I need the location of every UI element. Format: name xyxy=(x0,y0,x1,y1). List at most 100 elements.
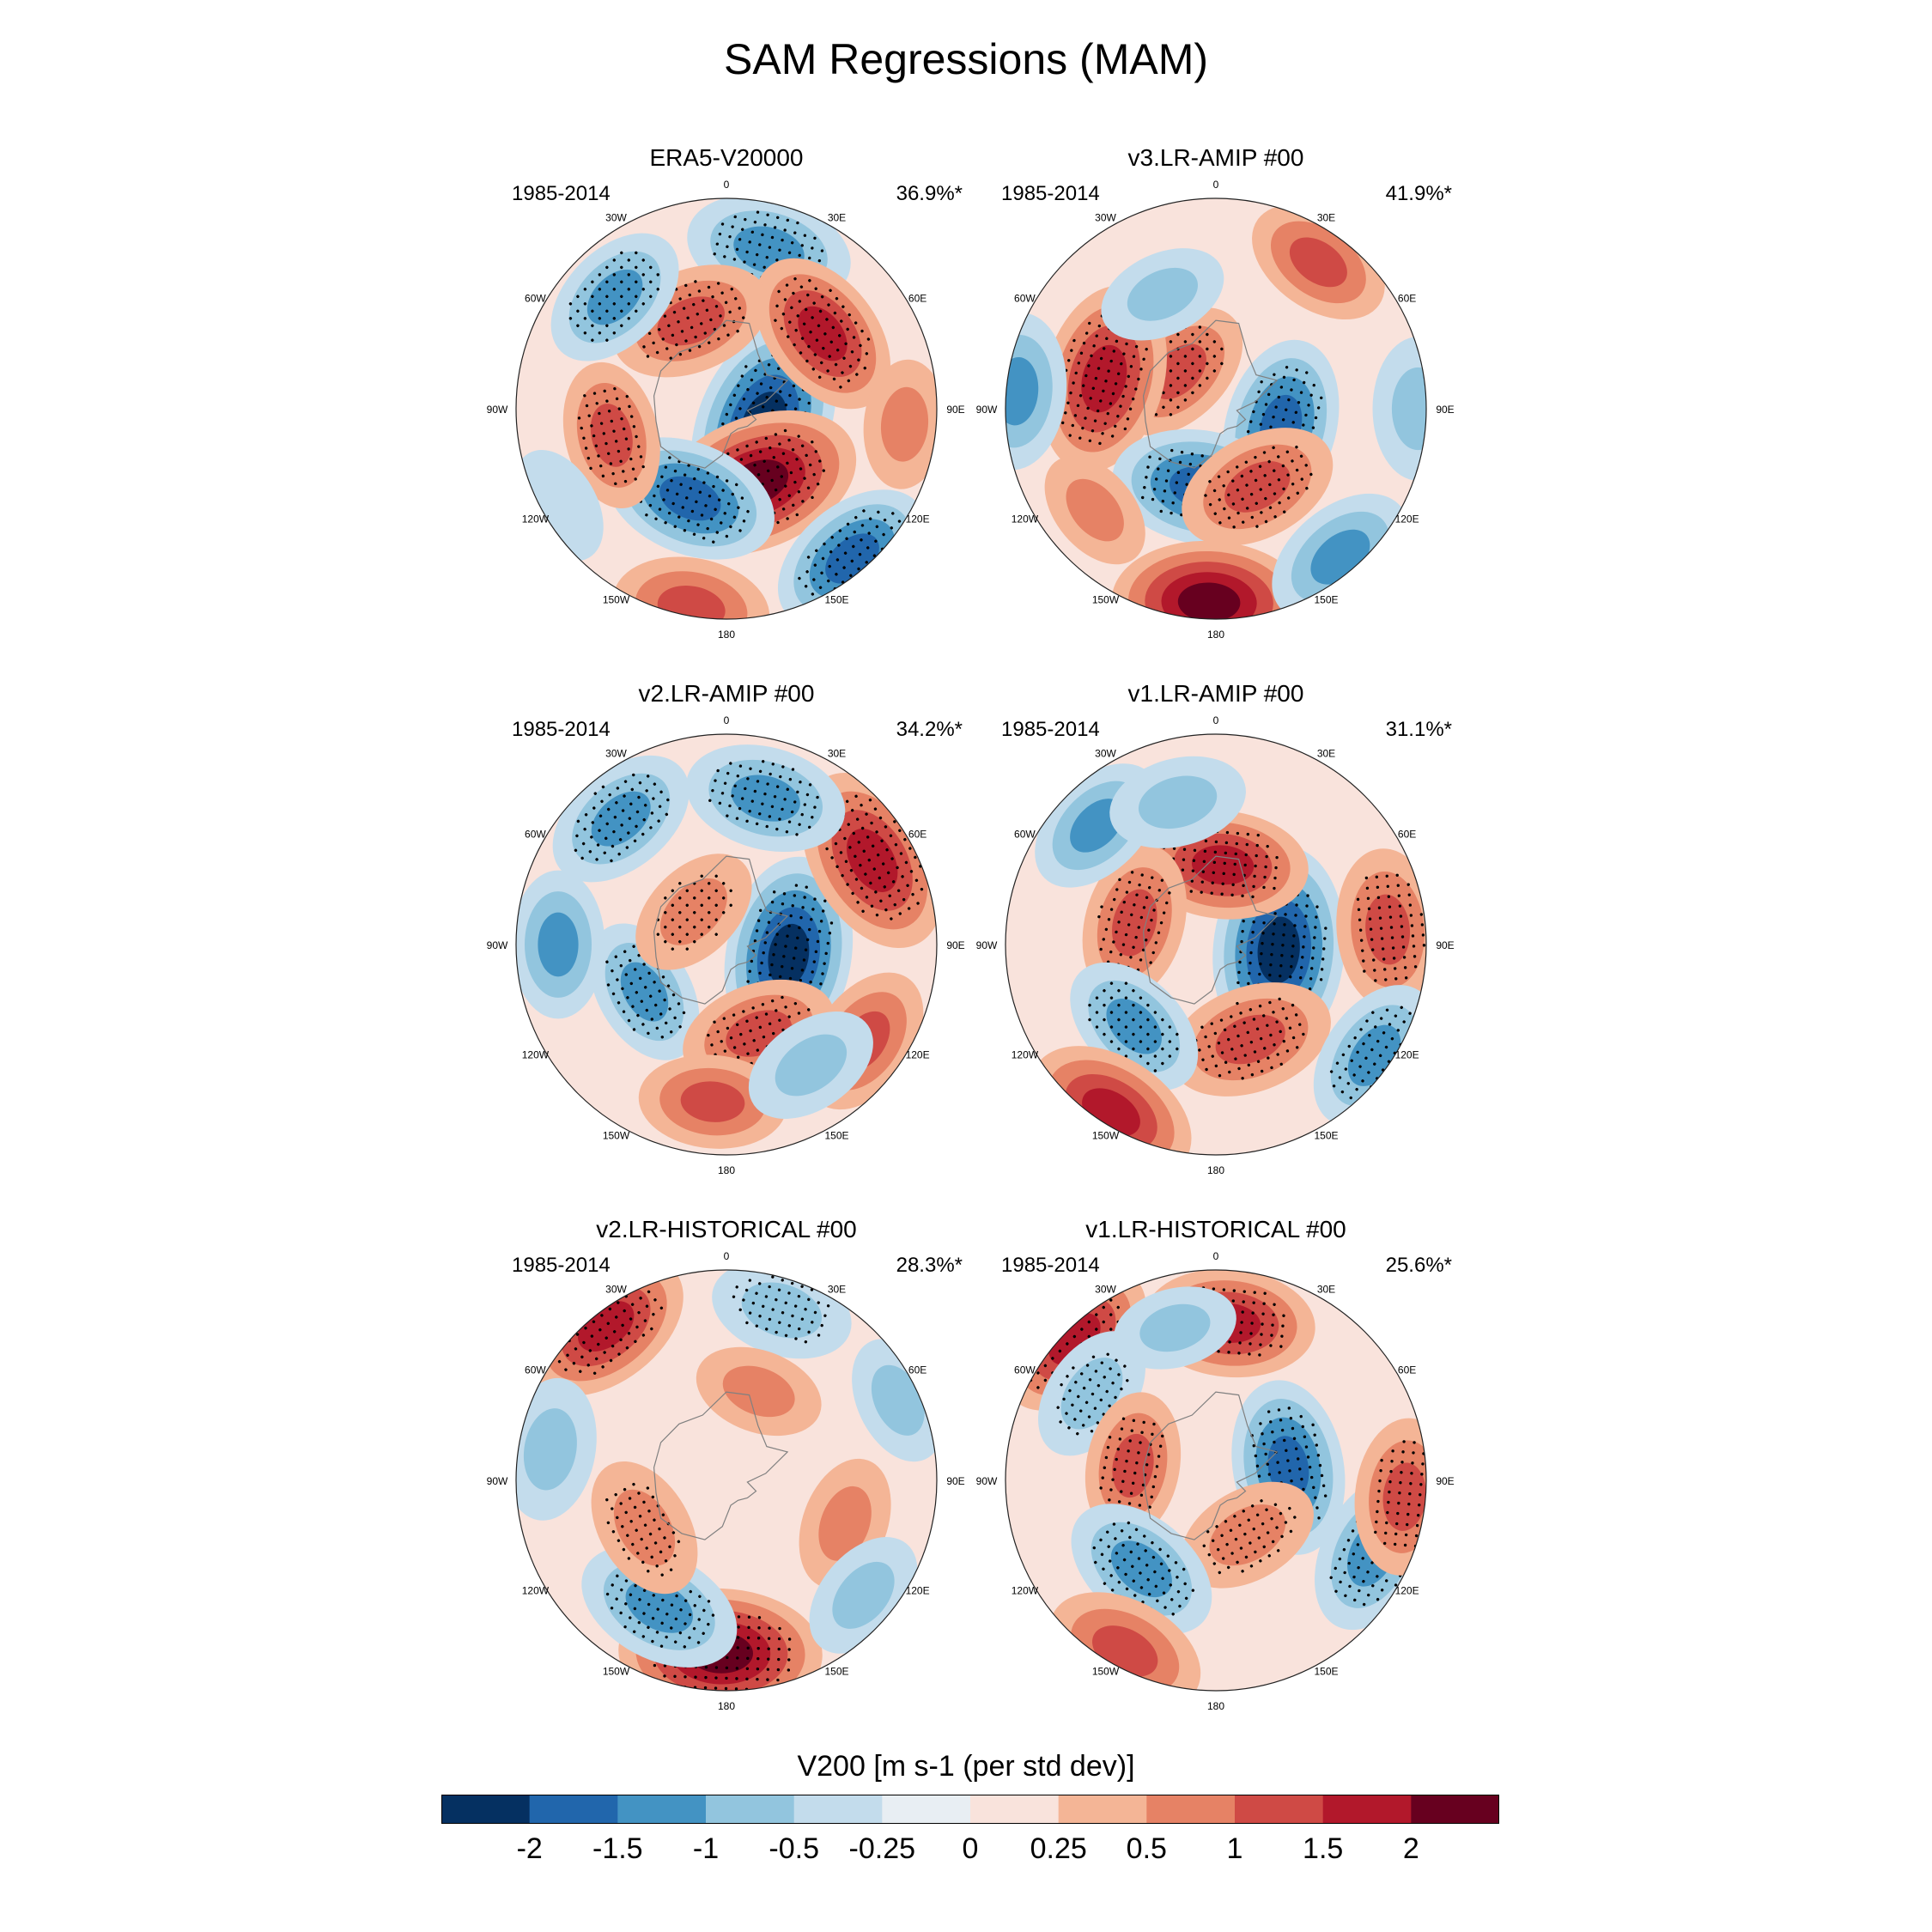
longitude-label: 30W xyxy=(605,747,627,759)
longitude-label: 30W xyxy=(605,211,627,223)
figure-title: SAM Regressions (MAM) xyxy=(724,35,1208,83)
negative-anomaly xyxy=(1113,1286,1236,1370)
longitude-label: 90E xyxy=(946,939,964,951)
longitude-label: 90W xyxy=(976,939,998,951)
longitude-label: 30E xyxy=(1317,1283,1335,1295)
contour-fill xyxy=(1215,1014,1285,1065)
longitude-label: 0 xyxy=(724,714,730,726)
contour-fill xyxy=(1224,461,1291,513)
longitude-label: 60W xyxy=(1014,829,1036,841)
longitude-label: 30W xyxy=(1095,747,1116,759)
longitude-label: 90E xyxy=(1436,1475,1454,1487)
longitude-label: 0 xyxy=(724,179,730,191)
map-border xyxy=(515,197,938,620)
contour-fill xyxy=(1106,999,1162,1054)
panel-variance: 31.1%* xyxy=(1385,718,1452,741)
longitude-label: 120W xyxy=(522,1585,550,1597)
contour-fill xyxy=(871,1364,925,1436)
contour-fill xyxy=(768,923,810,987)
map-border xyxy=(1005,197,1427,620)
panel-variance: 34.2%* xyxy=(896,718,963,741)
longitude-label: 180 xyxy=(1207,629,1224,641)
positive-anomaly xyxy=(755,258,890,410)
positive-anomaly xyxy=(1170,982,1331,1097)
longitude-label: 60W xyxy=(1014,293,1036,305)
colorbar-tick-label: -1.5 xyxy=(592,1832,643,1865)
contour-fill xyxy=(880,386,929,462)
contour-fill xyxy=(659,476,721,521)
longitude-label: 60E xyxy=(1398,293,1416,305)
panel-title: v1.LR-HISTORICAL #00 xyxy=(1085,1216,1346,1242)
contour-fill xyxy=(523,1408,577,1491)
positive-anomaly xyxy=(1044,455,1145,565)
positive-anomaly xyxy=(1111,540,1307,619)
map-border xyxy=(515,733,938,1156)
longitude-label: 30E xyxy=(828,211,846,223)
colorbar-segment xyxy=(1322,1795,1412,1824)
longitude-label: 60E xyxy=(1398,829,1416,841)
longitude-label: 120W xyxy=(1012,513,1039,526)
positive-anomaly xyxy=(1182,428,1334,546)
positive-anomaly xyxy=(1336,848,1426,1011)
longitude-label: 120E xyxy=(1395,513,1419,526)
panel-title: ERA5-V20000 xyxy=(649,144,804,171)
significance-stippling xyxy=(1097,871,1171,979)
coastline xyxy=(653,319,789,469)
contour-fill xyxy=(832,1561,895,1629)
panel-period: 1985-2014 xyxy=(512,182,611,205)
coastline xyxy=(1142,319,1279,469)
coastline xyxy=(653,855,789,1005)
significance-stippling xyxy=(577,387,645,486)
field-layer xyxy=(516,1270,937,1691)
positive-anomaly xyxy=(635,854,752,970)
colorbar-segment xyxy=(441,1795,531,1824)
longitude-label: 30E xyxy=(828,747,846,759)
panel-variance: 36.9%* xyxy=(896,182,963,205)
colorbar-outline xyxy=(441,1795,1499,1824)
longitude-label: 150W xyxy=(603,1666,630,1678)
longitude-label: 0 xyxy=(1213,179,1219,191)
colorbar-segment xyxy=(706,1795,795,1824)
positive-anomaly xyxy=(696,1346,822,1437)
longitude-label: 90E xyxy=(1436,404,1454,416)
map-border xyxy=(1005,733,1427,1156)
field-layer xyxy=(1005,198,1426,619)
map-panel-era5: ERA5-V20000 1985-2014 36.9%* 0 30E 60E 90E 1… xyxy=(460,144,993,659)
longitude-label: 30E xyxy=(828,1283,846,1295)
significance-stippling xyxy=(568,251,659,342)
map-border xyxy=(1005,1269,1427,1692)
negative-anomaly xyxy=(1109,756,1246,848)
longitude-label: 120W xyxy=(522,513,550,526)
longitude-label: 150W xyxy=(603,1130,630,1142)
longitude-label: 180 xyxy=(1207,1700,1224,1712)
longitude-label: 120E xyxy=(1395,1049,1419,1061)
negative-anomaly xyxy=(1231,1380,1346,1555)
field-layer xyxy=(516,198,937,619)
contour-fill xyxy=(775,1034,848,1097)
longitude-label: 60W xyxy=(525,829,546,841)
contour-fill xyxy=(680,1081,745,1122)
contour-fill xyxy=(1365,894,1411,965)
colorbar-segment xyxy=(1146,1795,1236,1824)
longitude-label: 150E xyxy=(1314,1666,1338,1678)
longitude-label: 60E xyxy=(908,293,927,305)
longitude-label: 60E xyxy=(1398,1364,1416,1376)
contour-fill xyxy=(1289,237,1347,288)
longitude-label: 90E xyxy=(1436,939,1454,951)
significance-stippling xyxy=(774,276,871,389)
longitude-label: 150E xyxy=(824,1666,848,1678)
longitude-label: 60E xyxy=(908,1364,927,1376)
contour-fill xyxy=(1257,916,1300,984)
longitude-label: 30E xyxy=(1317,747,1335,759)
longitude-label: 120E xyxy=(1395,1585,1419,1597)
contour-fill xyxy=(847,829,898,892)
colorbar-tick-label: 1 xyxy=(1226,1832,1243,1865)
significance-stippling xyxy=(574,773,670,863)
longitude-label: 120E xyxy=(906,513,930,526)
significance-stippling xyxy=(1356,873,1426,982)
longitude-label: 180 xyxy=(718,1164,735,1176)
coastline xyxy=(1142,1391,1279,1540)
map-panel-v1-historical: v1.LR-HISTORICAL #00 1985-2014 25.6%* 0 3… xyxy=(950,1216,1482,1731)
longitude-label: 90W xyxy=(976,1475,998,1487)
colorbar-segment xyxy=(617,1795,707,1824)
